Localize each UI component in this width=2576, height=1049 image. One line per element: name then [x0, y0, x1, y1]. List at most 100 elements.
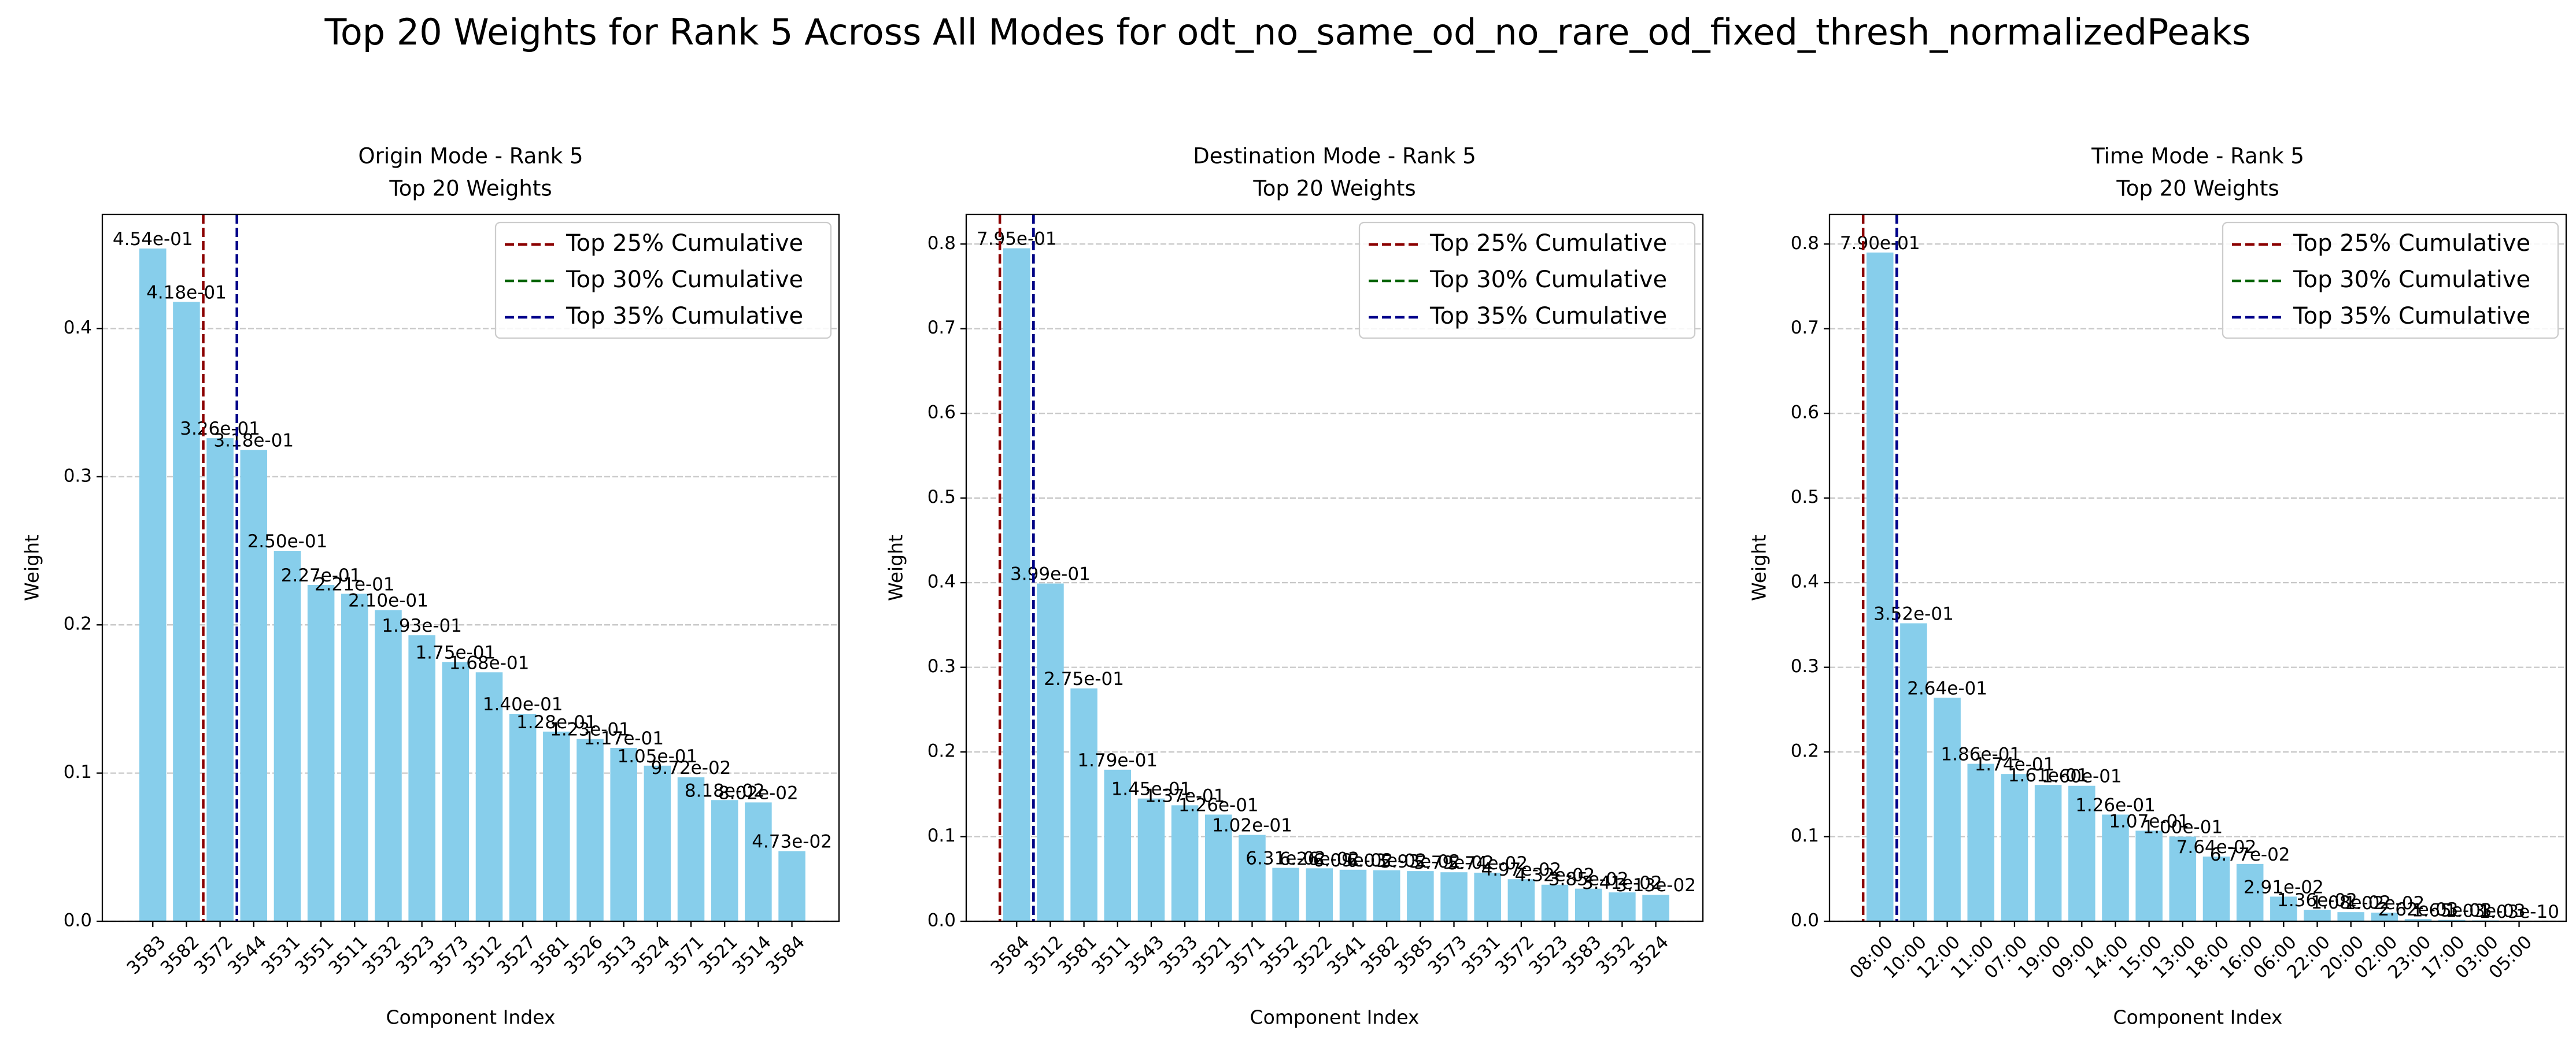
- y-tick-label: 0.5: [927, 487, 956, 507]
- value-label: 2.21e-01: [315, 574, 395, 595]
- bar: [2001, 774, 2028, 921]
- value-label: 1.05e-01: [617, 746, 697, 767]
- legend-label: Top 30% Cumulative: [566, 266, 803, 293]
- y-tick-label: 0.3: [64, 465, 92, 486]
- value-label: 1.02e-02: [2344, 893, 2425, 914]
- x-tick-label: 3526: [560, 932, 607, 978]
- value-label: 1.08e-02: [2311, 892, 2391, 913]
- bar: [1642, 895, 1669, 921]
- value-label: 1.17e-01: [583, 728, 664, 749]
- legend-label: Top 30% Cumulative: [2293, 266, 2530, 293]
- x-tick-label: 3527: [493, 932, 539, 978]
- bar: [1070, 688, 1097, 921]
- bar: [1967, 763, 1995, 921]
- value-label: 1.79e-01: [1077, 750, 1158, 771]
- legend-label: Top 35% Cumulative: [566, 303, 803, 329]
- legend-box: [2222, 221, 2559, 339]
- x-tick-label: 3512: [459, 932, 506, 978]
- legend-label: Top 25% Cumulative: [1429, 230, 1667, 257]
- value-label: 3.52e-01: [1873, 603, 1954, 624]
- value-label: 1.37e-01: [1145, 785, 1225, 806]
- value-label: 5.74e-02: [1447, 853, 1528, 874]
- x-tick-label: 3552: [1256, 932, 1303, 978]
- bar: [711, 800, 738, 921]
- bar: [139, 248, 167, 921]
- value-label: 7.90e-01: [1840, 233, 1920, 254]
- bar: [408, 635, 435, 921]
- bar: [2270, 896, 2297, 921]
- x-tick-label: 3511: [1088, 932, 1134, 978]
- value-label: 8.02e-02: [718, 783, 799, 803]
- value-label: 1.36e-02: [2277, 890, 2357, 911]
- bar: [274, 551, 301, 921]
- value-label: 3.99e-01: [1010, 564, 1091, 585]
- axes-frame: [1828, 213, 2567, 922]
- bar: [1440, 872, 1468, 921]
- bar: [173, 302, 200, 922]
- value-label: 6.31e-02: [1246, 848, 1326, 869]
- value-label: 1.75e-01: [415, 642, 496, 663]
- value-label: 1.03e-10: [2479, 902, 2559, 922]
- bar: [1003, 248, 1030, 922]
- value-label: 3.85e-02: [1548, 869, 1629, 890]
- x-axis-label: Component Index: [2113, 1006, 2283, 1029]
- legend-box: [1358, 221, 1696, 339]
- axes-frame: [965, 213, 1704, 922]
- x-tick-label: 3524: [1626, 932, 1673, 978]
- value-label: 3.41e-02: [1582, 873, 1662, 894]
- value-label: 1.45e-01: [1111, 779, 1192, 800]
- bar: [745, 802, 772, 921]
- value-label: 4.32e-02: [1515, 865, 1595, 886]
- subplot-subtitle: Top 20 Weights: [389, 176, 552, 201]
- x-tick-label: 3521: [694, 932, 741, 978]
- value-label: 3.26e-01: [180, 418, 260, 439]
- value-label: 2.75e-01: [1044, 669, 1124, 690]
- y-tick-label: 0.1: [64, 762, 92, 783]
- legend-label: Top 25% Cumulative: [2293, 230, 2530, 257]
- bar: [1575, 888, 1602, 921]
- x-tick-label: 3573: [1424, 932, 1471, 978]
- x-tick-label: 3513: [594, 932, 641, 978]
- y-tick-label: 0.7: [927, 317, 956, 338]
- bar: [1609, 892, 1636, 921]
- x-tick-label: 3532: [1592, 932, 1639, 978]
- y-tick-label: 0.8: [927, 233, 956, 254]
- bar: [1239, 835, 1266, 921]
- y-axis-label: Weight: [21, 535, 43, 601]
- x-tick-label: 3532: [359, 932, 405, 978]
- x-tick-label: 3584: [987, 932, 1034, 978]
- y-tick-label: 0.0: [64, 910, 92, 931]
- x-tick-label: 3581: [1054, 932, 1101, 978]
- y-axis-label: Weight: [885, 535, 907, 601]
- subplot-subtitle: Top 20 Weights: [1252, 176, 1415, 201]
- subplot-title: Origin Mode - Rank 5: [358, 144, 583, 169]
- bar: [2169, 836, 2197, 921]
- x-tick-label: 3551: [291, 932, 338, 978]
- x-tick-label: 3523: [392, 932, 439, 978]
- y-tick-label: 0.2: [927, 741, 956, 762]
- x-tick-label: 3521: [1189, 932, 1236, 978]
- value-label: 1.26e-01: [2075, 795, 2156, 816]
- x-tick-label: 3541: [1323, 932, 1370, 978]
- bar: [1171, 805, 1199, 921]
- x-tick-label: 3522: [1289, 932, 1336, 978]
- x-tick-label: 3514: [729, 932, 775, 978]
- value-label: 2.10e-01: [348, 591, 428, 611]
- bar: [2371, 913, 2398, 921]
- bar: [1272, 868, 1299, 921]
- y-axis-label: Weight: [1748, 535, 1771, 601]
- value-label: 1.07e-01: [2109, 811, 2189, 832]
- value-label: 2.64e-01: [1907, 678, 1987, 699]
- x-tick-label: 3511: [325, 932, 372, 978]
- y-tick-label: 0.4: [64, 317, 92, 338]
- y-tick-label: 0.2: [64, 614, 92, 635]
- x-tick-label: 3512: [1021, 932, 1067, 978]
- legend: Top 25% Cumulative Top 30% Cumulative Top …: [494, 221, 832, 339]
- y-tick-label: 0.0: [927, 910, 956, 931]
- value-label: 4.73e-02: [752, 832, 832, 852]
- x-tick-label: 3581: [527, 932, 574, 978]
- x-tick-label: 3523: [1525, 932, 1572, 978]
- value-label: 2.27e-01: [281, 565, 361, 586]
- value-label: 6.77e-02: [2210, 844, 2290, 865]
